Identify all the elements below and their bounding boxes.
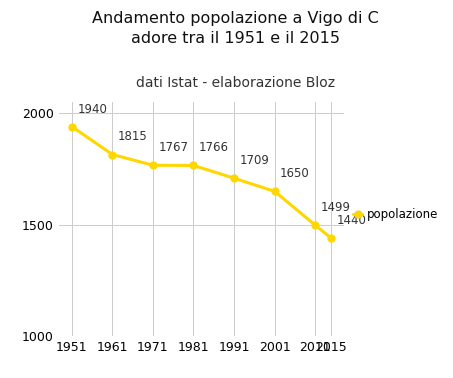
Text: 1440: 1440 [337,214,367,227]
Text: 1767: 1767 [159,141,188,154]
popolazione [328,236,334,240]
Text: 1709: 1709 [240,154,270,167]
popolazione [231,176,237,180]
Text: 1766: 1766 [199,141,229,154]
Text: 1815: 1815 [118,130,148,143]
Legend: popolazione: popolazione [353,208,439,221]
popolazione [191,163,196,168]
popolazione [272,189,277,194]
popolazione [313,223,318,227]
Text: Andamento popolazione a Vigo di C
adore tra il 1951 e il 2015: Andamento popolazione a Vigo di C adore … [92,11,379,46]
Text: 1499: 1499 [321,201,351,214]
Text: 1940: 1940 [77,102,107,116]
popolazione [69,124,75,129]
Text: 1650: 1650 [280,167,310,180]
popolazione [150,163,156,167]
popolazione [110,152,115,157]
Line: popolazione: popolazione [67,122,336,242]
Text: dati Istat - elaborazione Bloz: dati Istat - elaborazione Bloz [136,76,335,90]
